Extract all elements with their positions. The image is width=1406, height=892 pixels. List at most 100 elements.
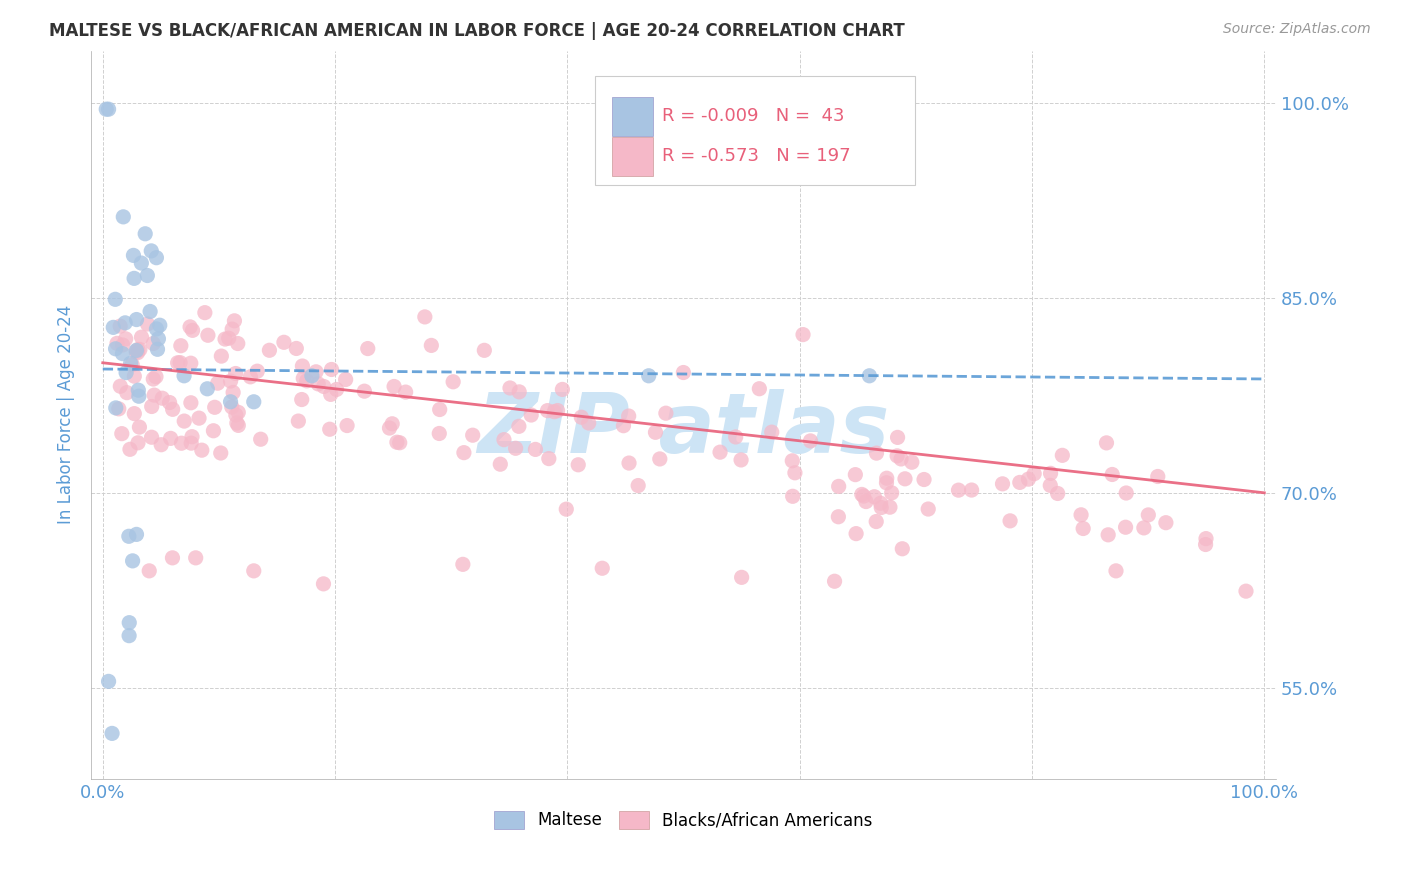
Point — [173, 368, 195, 383]
Point — [184, 550, 207, 565]
Point — [312, 379, 335, 393]
Point — [103, 320, 125, 334]
Point — [145, 322, 167, 336]
Point — [226, 405, 249, 419]
Point — [221, 400, 243, 414]
Point — [1039, 478, 1062, 492]
Point — [307, 376, 329, 391]
Point — [863, 490, 886, 504]
Point — [880, 486, 903, 500]
Point — [259, 343, 281, 358]
Point — [782, 489, 804, 503]
Point — [1046, 486, 1069, 500]
Point — [855, 494, 877, 508]
Point — [108, 319, 131, 334]
Point — [876, 471, 898, 485]
Point — [224, 314, 246, 328]
Point — [319, 387, 342, 401]
Point — [1133, 521, 1156, 535]
Point — [104, 342, 127, 356]
Point — [335, 372, 357, 386]
Point — [249, 432, 271, 446]
Point — [114, 332, 136, 346]
Point — [709, 445, 731, 459]
Point — [141, 244, 163, 258]
Point — [388, 435, 411, 450]
Point — [1008, 475, 1031, 490]
Point — [191, 443, 214, 458]
Point — [1115, 520, 1137, 534]
Point — [138, 564, 160, 578]
Point — [122, 271, 145, 285]
Point — [134, 227, 156, 241]
Text: MALTESE VS BLACK/AFRICAN AMERICAN IN LABOR FORCE | AGE 20-24 CORRELATION CHART: MALTESE VS BLACK/AFRICAN AMERICAN IN LAB… — [49, 22, 905, 40]
Point — [1071, 521, 1094, 535]
Point — [890, 452, 912, 467]
Point — [1097, 528, 1119, 542]
Point — [128, 389, 150, 403]
FancyBboxPatch shape — [613, 136, 652, 176]
Point — [427, 426, 450, 441]
Point — [181, 430, 204, 444]
Point — [194, 305, 217, 319]
Point — [1105, 564, 1128, 578]
Point — [180, 396, 202, 410]
Point — [824, 574, 846, 589]
Point — [121, 554, 143, 568]
Point — [110, 379, 132, 393]
Point — [1194, 537, 1216, 551]
Point — [118, 442, 141, 457]
Point — [136, 317, 159, 331]
Point — [125, 344, 148, 359]
Point — [188, 411, 211, 425]
Point — [124, 369, 146, 384]
Point — [655, 406, 678, 420]
Point — [170, 339, 193, 353]
Point — [381, 417, 404, 431]
Point — [225, 416, 247, 430]
Point — [799, 434, 821, 448]
Point — [148, 332, 170, 346]
Point — [382, 379, 405, 393]
Point — [173, 414, 195, 428]
Point — [420, 338, 443, 352]
Point — [131, 256, 153, 270]
Point — [547, 403, 569, 417]
Point — [551, 383, 574, 397]
Point — [894, 472, 917, 486]
Point — [1039, 467, 1062, 481]
Point — [104, 401, 127, 415]
Point — [886, 430, 908, 444]
Point — [145, 369, 167, 384]
Point — [111, 426, 134, 441]
Point — [287, 414, 309, 428]
Point — [1115, 486, 1137, 500]
Point — [1137, 508, 1160, 522]
Point — [865, 446, 887, 460]
Point — [225, 408, 247, 422]
Point — [724, 430, 747, 444]
Point — [162, 550, 184, 565]
Point — [214, 332, 236, 346]
Point — [492, 433, 515, 447]
Point — [378, 421, 401, 435]
Point — [917, 502, 939, 516]
Text: R = -0.573   N = 197: R = -0.573 N = 197 — [662, 147, 851, 165]
Point — [118, 529, 141, 543]
Point — [128, 420, 150, 434]
Point — [912, 473, 935, 487]
Point — [578, 416, 600, 430]
Point — [127, 435, 149, 450]
Point — [648, 452, 671, 467]
Point — [131, 330, 153, 344]
Point — [143, 388, 166, 402]
Point — [242, 564, 264, 578]
FancyBboxPatch shape — [595, 76, 914, 186]
Point — [748, 382, 770, 396]
Point — [637, 368, 659, 383]
Point — [453, 445, 475, 459]
Point — [226, 418, 249, 433]
Point — [508, 419, 530, 434]
Point — [162, 402, 184, 417]
Point — [120, 356, 142, 370]
